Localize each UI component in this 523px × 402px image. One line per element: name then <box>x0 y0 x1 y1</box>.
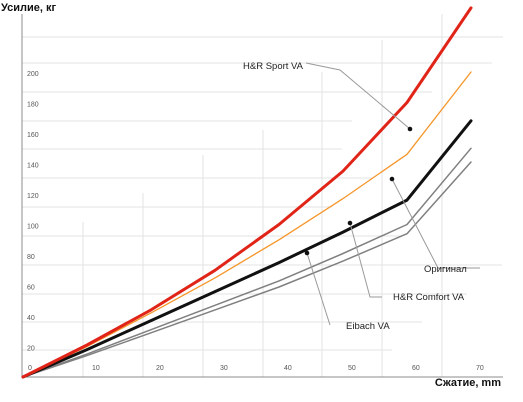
annotation-dot <box>389 176 395 182</box>
annotation-dot <box>304 250 310 256</box>
x-tick-label: 60 <box>412 365 420 372</box>
y-axis-title: Усилие, кг <box>1 2 57 14</box>
annotation-label: Eibach VA <box>346 321 390 332</box>
y-tick-label: 60 <box>27 285 35 292</box>
x-tick-label: 50 <box>348 365 356 372</box>
grid <box>22 14 503 377</box>
annotation-label: H&R Sport VA <box>243 61 304 72</box>
y-tick-label: 180 <box>27 102 39 109</box>
y-tick-label: 80 <box>27 254 35 261</box>
tick-labels: 0 10 20 30 40 50 60 70 20 40 60 80 100 120 140 160 180 20… <box>27 71 484 372</box>
annotation-leader <box>306 252 331 326</box>
x-tick-label: 0 <box>28 365 32 372</box>
x-tick-label: 30 <box>220 365 228 372</box>
series <box>21 6 473 379</box>
x-tick-label: 20 <box>156 365 164 372</box>
series-line-2 <box>21 119 473 379</box>
annotation-dot <box>347 220 353 226</box>
annotation-dot <box>407 126 413 132</box>
annotation-leader <box>305 62 411 130</box>
annotation-leader <box>349 222 382 298</box>
annotations: H&R Sport VA Оригинал H&R Comfort VA Eibach… <box>243 61 480 332</box>
axes <box>21 14 503 378</box>
y-tick-label: 120 <box>27 193 39 200</box>
y-tick-label: 200 <box>27 71 39 78</box>
x-axis-title: Сжатие, mm <box>434 377 501 389</box>
annotation-label: Оригинал <box>424 264 467 275</box>
x-tick-label: 40 <box>284 365 292 372</box>
x-tick-label: 10 <box>92 365 100 372</box>
y-tick-label: 100 <box>27 224 39 231</box>
series-line-1 <box>22 71 472 378</box>
y-tick-label: 160 <box>27 132 39 139</box>
series-line-0 <box>21 6 473 379</box>
y-tick-label: 40 <box>27 315 35 322</box>
series-line-4 <box>22 161 472 378</box>
series-line-3 <box>22 147 472 378</box>
annotation-label: H&R Comfort VA <box>393 292 465 303</box>
y-tick-label: 20 <box>27 346 35 353</box>
annotation-leader <box>391 178 480 269</box>
x-tick-label: 70 <box>476 365 484 372</box>
y-tick-label: 140 <box>27 163 39 170</box>
